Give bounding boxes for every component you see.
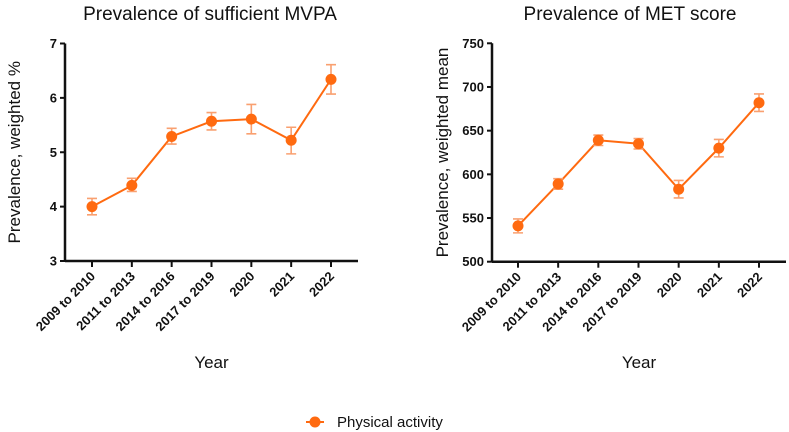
chart-title: Prevalence of sufficient MVPA [83, 4, 337, 25]
data-point [126, 179, 138, 191]
y-tick-label: 600 [462, 167, 484, 182]
data-point [713, 142, 725, 154]
y-tick-label: 550 [462, 211, 484, 226]
x-tick-label: 2020 [654, 269, 685, 300]
x-tick-label: 2022 [734, 269, 765, 300]
legend-marker [309, 416, 321, 428]
y-tick-label: 5 [50, 145, 57, 160]
y-tick-label: 650 [462, 123, 484, 138]
chart-title: Prevalence of MET score [524, 4, 737, 25]
y-tick-label: 6 [50, 90, 57, 105]
y-axis-label: Prevalence, weighted % [5, 61, 24, 243]
data-point [325, 73, 337, 85]
y-axis-label: Prevalence, weighted mean [433, 48, 452, 258]
y-tick-label: 750 [462, 36, 484, 51]
data-point [285, 134, 297, 146]
data-point [86, 201, 98, 213]
legend: Physical activity [306, 414, 443, 431]
y-tick-label: 4 [50, 199, 58, 214]
x-tick-label: 2022 [306, 269, 337, 300]
x-tick-label: 2021 [694, 269, 725, 300]
x-tick-label: 2021 [266, 269, 297, 300]
x-tick-label: 2020 [226, 269, 257, 300]
series-line [517, 102, 760, 227]
x-axis-label: Year [622, 353, 657, 372]
data-point [552, 178, 564, 190]
data-point [166, 130, 178, 142]
y-tick-label: 500 [462, 254, 484, 269]
data-point [673, 183, 685, 195]
legend-label: Physical activity [337, 414, 443, 431]
chart-panel-2: Prevalence of MET score 500 550 600 650 700 75… [433, 4, 786, 372]
data-point [206, 115, 217, 127]
data-point [633, 138, 644, 150]
y-tick-label: 3 [50, 254, 57, 269]
y-tick-label: 7 [50, 36, 57, 51]
data-point [512, 220, 524, 232]
data-point [245, 113, 257, 125]
data-point [753, 97, 765, 109]
data-point [592, 134, 604, 146]
x-axis-label: Year [194, 353, 229, 372]
y-tick-label: 700 [462, 79, 484, 94]
